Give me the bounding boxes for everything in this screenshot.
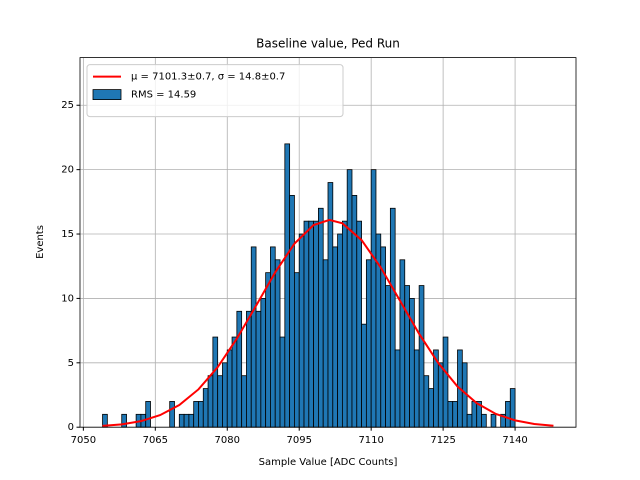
bar — [418, 285, 425, 428]
bar — [365, 259, 372, 428]
bar — [505, 401, 511, 428]
y-tick-label: 10 — [61, 293, 74, 304]
bar — [183, 413, 190, 428]
bar — [413, 349, 420, 428]
bar — [389, 207, 396, 428]
bar — [145, 401, 151, 428]
bar — [385, 285, 391, 428]
bar — [202, 388, 209, 428]
bar — [318, 207, 324, 428]
plot-frame — [79, 57, 577, 428]
x-tick-label: 7050 — [71, 435, 96, 446]
bar — [289, 194, 295, 428]
x-axis-label: Sample Value [ADC Counts] — [259, 457, 398, 468]
bar — [250, 246, 257, 428]
bar — [481, 413, 487, 428]
bar — [236, 310, 243, 428]
bar — [255, 310, 262, 428]
bar — [346, 169, 353, 428]
bar — [490, 413, 497, 428]
x-tick-label: 7080 — [215, 435, 240, 446]
bar — [394, 349, 401, 428]
bar — [356, 220, 362, 428]
x-tick-label: 7065 — [143, 435, 168, 446]
bar — [294, 272, 300, 428]
bar — [308, 220, 315, 428]
bar — [322, 259, 329, 428]
bar — [361, 323, 367, 428]
bar — [337, 233, 343, 428]
y-tick-label: 25 — [61, 100, 74, 111]
bar — [217, 375, 223, 428]
bar — [274, 259, 281, 428]
chart-title: Baseline value, Ped Run — [256, 37, 400, 51]
bar — [246, 310, 252, 428]
bar — [169, 401, 175, 428]
bar — [447, 401, 454, 428]
bar — [284, 143, 291, 428]
bar — [471, 401, 478, 428]
bar — [341, 220, 348, 428]
legend-swatch — [92, 89, 122, 100]
bar — [509, 388, 516, 428]
bar — [265, 272, 271, 428]
bar — [260, 298, 267, 428]
bar — [303, 220, 310, 428]
y-tick-label: 20 — [61, 165, 74, 176]
bar — [188, 413, 195, 428]
bar — [452, 401, 458, 428]
y-axis-label: Events — [35, 225, 46, 259]
bar — [428, 388, 434, 428]
legend-label: RMS = 14.59 — [131, 90, 196, 101]
bar — [466, 413, 473, 428]
y-tick-label: 0 — [68, 422, 74, 433]
bar — [399, 259, 406, 428]
bar — [198, 401, 204, 428]
y-tick-label: 15 — [61, 229, 74, 240]
bar — [437, 362, 444, 428]
bar — [279, 336, 286, 428]
bar — [423, 375, 430, 428]
bar — [332, 246, 338, 428]
bar — [178, 413, 185, 428]
bar — [207, 375, 214, 428]
legend-label: μ = 7101.3±0.7, σ = 14.8±0.7 — [131, 72, 285, 83]
bar — [193, 401, 199, 428]
bar — [222, 362, 228, 428]
y-tick-label: 5 — [68, 358, 74, 369]
bar — [404, 285, 410, 428]
bar — [298, 233, 305, 428]
bar — [442, 336, 449, 428]
bar — [212, 336, 219, 428]
bar — [231, 336, 238, 428]
x-tick-label: 7110 — [358, 435, 383, 446]
fit-line — [102, 218, 554, 427]
bar — [226, 349, 233, 428]
bar — [313, 220, 319, 428]
x-tick-label: 7140 — [502, 435, 527, 446]
x-tick-label: 7125 — [430, 435, 455, 446]
bar — [351, 194, 358, 428]
bar — [241, 375, 247, 428]
x-tick-label: 7095 — [286, 435, 311, 446]
bar — [121, 413, 127, 428]
bar — [370, 169, 377, 428]
legend-box — [86, 64, 344, 118]
